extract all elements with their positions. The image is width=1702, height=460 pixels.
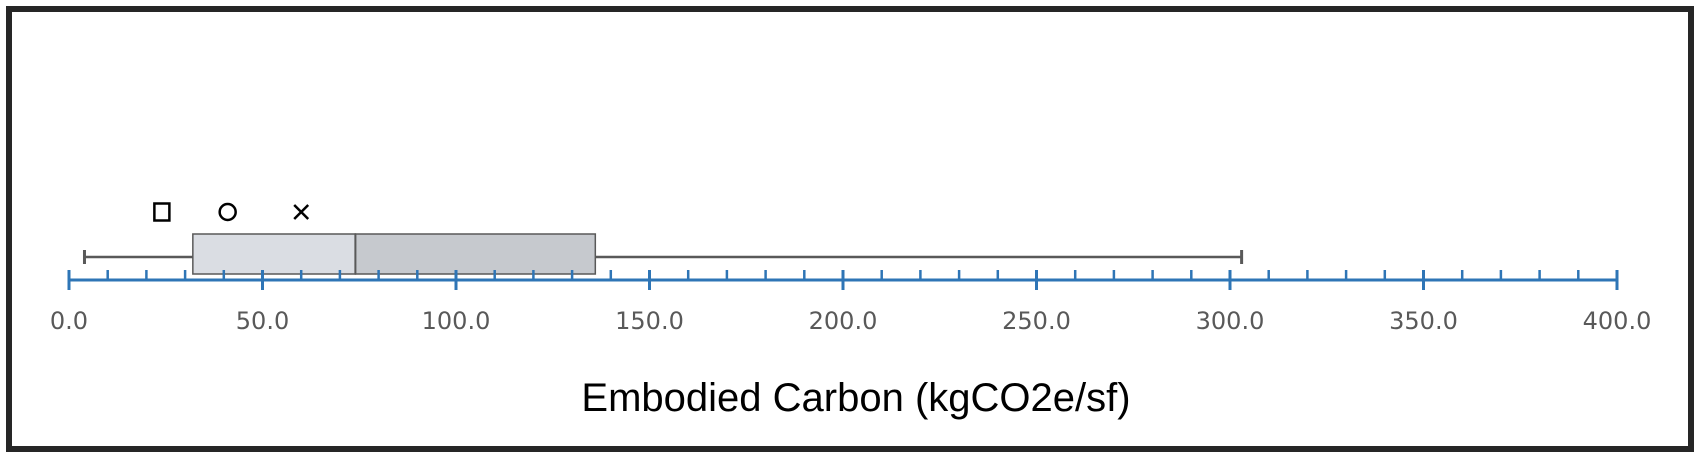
- cross-marker: [293, 204, 310, 220]
- circle-marker: [218, 202, 237, 222]
- x-tick-label: 400.0: [1583, 307, 1652, 335]
- chart-frame: [6, 6, 1694, 452]
- x-tick-label: 350.0: [1389, 307, 1458, 335]
- x-tick-labels: 0.0 50.0 100.0 150.0 200.0 250.0 300.0 350.0 400…: [50, 307, 1651, 335]
- cross-marker-stroke: [293, 204, 310, 220]
- box-upper-half: [354, 233, 597, 275]
- x-tick-label: 50.0: [236, 307, 289, 335]
- x-tick-label: 100.0: [422, 307, 491, 335]
- square-marker: [153, 202, 171, 222]
- markers: [153, 202, 310, 222]
- whiskers: [82, 250, 1244, 264]
- x-tick-label: 200.0: [809, 307, 878, 335]
- x-axis: [67, 270, 1619, 290]
- box-lower-half: [192, 233, 357, 275]
- x-tick-label: 300.0: [1196, 307, 1265, 335]
- box: [192, 233, 597, 275]
- x-tick-label: 250.0: [1002, 307, 1071, 335]
- x-tick-label: 150.0: [615, 307, 684, 335]
- x-tick-label: 0.0: [50, 307, 88, 335]
- x-axis-title: Embodied Carbon (kgCO2e/sf): [581, 376, 1130, 420]
